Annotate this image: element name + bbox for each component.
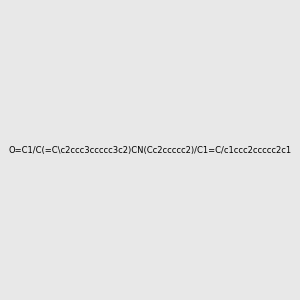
Text: O=C1/C(=C\c2ccc3ccccc3c2)CN(Cc2ccccc2)/C1=C/c1ccc2ccccc2c1: O=C1/C(=C\c2ccc3ccccc3c2)CN(Cc2ccccc2)/C…: [8, 146, 292, 154]
